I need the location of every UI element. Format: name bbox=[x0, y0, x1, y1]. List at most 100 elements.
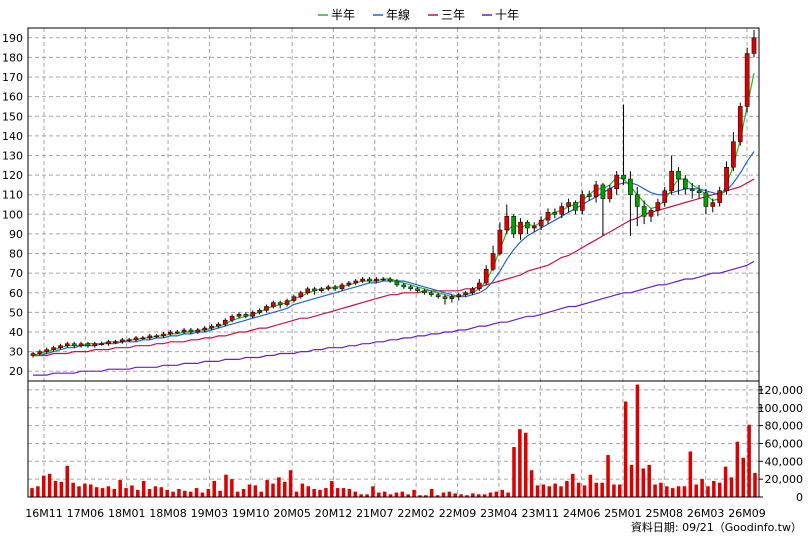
volume-bar bbox=[36, 486, 40, 497]
volume-bar bbox=[241, 488, 246, 497]
candle-body bbox=[277, 302, 283, 305]
candle-body bbox=[147, 335, 153, 339]
volume-bar bbox=[100, 488, 105, 497]
volume-bar bbox=[77, 486, 81, 497]
ma-line-ma-10y bbox=[33, 260, 755, 376]
volume-bar bbox=[729, 477, 734, 497]
volume-bar bbox=[594, 482, 599, 497]
ma-line-ma-3y bbox=[33, 178, 755, 357]
candle-body bbox=[477, 282, 482, 290]
volume-bar bbox=[194, 488, 199, 497]
candle-body bbox=[648, 210, 654, 217]
x-tick-label: 19M10 bbox=[232, 507, 270, 520]
x-tick-label: 23M04 bbox=[480, 507, 518, 520]
volume-bar bbox=[712, 480, 716, 497]
ma-line-ma-year bbox=[33, 151, 755, 357]
candle-body bbox=[346, 282, 352, 286]
volume-bar bbox=[488, 492, 493, 497]
candle-body bbox=[470, 288, 475, 294]
candle-body bbox=[188, 329, 194, 333]
candle-body bbox=[676, 170, 681, 180]
volume-bar bbox=[188, 491, 193, 497]
volume-bar bbox=[235, 491, 240, 497]
price-tick-label: 20 bbox=[9, 365, 23, 378]
candle-body bbox=[593, 184, 599, 197]
volume-bar bbox=[347, 488, 352, 497]
candle-body bbox=[380, 278, 386, 281]
candle-body bbox=[85, 343, 91, 346]
volume-bar bbox=[576, 482, 581, 497]
volume-tick-label: 40,000 bbox=[765, 455, 804, 468]
volume-bar bbox=[700, 479, 704, 497]
volume-tick-label: 120,000 bbox=[758, 384, 804, 397]
volume-bar bbox=[500, 489, 505, 497]
volume-bar bbox=[512, 447, 516, 497]
candle-body bbox=[552, 212, 558, 215]
candle-body bbox=[422, 290, 427, 293]
legend-label: 半年 bbox=[331, 8, 355, 22]
volume-bar bbox=[165, 489, 169, 497]
candle-body bbox=[298, 292, 304, 297]
candle-body bbox=[236, 314, 242, 317]
price-gridlines bbox=[28, 28, 759, 497]
candle-body bbox=[717, 190, 722, 203]
price-tick-label: 80 bbox=[9, 248, 23, 261]
volume-bar bbox=[676, 486, 681, 497]
volume-bar bbox=[159, 487, 164, 497]
price-tick-label: 160 bbox=[2, 91, 23, 104]
candle-body bbox=[58, 345, 63, 348]
volume-tick-label: 80,000 bbox=[765, 420, 804, 433]
price-tick-label: 100 bbox=[2, 208, 23, 221]
volume-bar bbox=[94, 487, 99, 497]
volume-bar bbox=[253, 485, 258, 497]
volume-bar bbox=[647, 464, 651, 497]
volume-bar bbox=[606, 455, 610, 497]
volume-bar bbox=[53, 480, 58, 497]
volume-bar bbox=[412, 489, 416, 497]
price-tick-label: 190 bbox=[2, 32, 23, 45]
volume-bar bbox=[112, 488, 117, 497]
candle-body bbox=[154, 335, 159, 338]
volume-bar bbox=[523, 432, 528, 497]
candle-body bbox=[133, 337, 139, 341]
candle-body bbox=[65, 343, 70, 346]
candle-body bbox=[744, 53, 750, 107]
candle-body bbox=[724, 166, 729, 192]
volume-bar bbox=[265, 480, 269, 497]
candle-body bbox=[374, 278, 379, 282]
volume-bar bbox=[518, 429, 522, 497]
volume-bar bbox=[300, 483, 305, 497]
candle-body bbox=[319, 288, 324, 292]
candle-body bbox=[669, 170, 674, 192]
price-tick-label: 70 bbox=[9, 267, 23, 280]
volume-bar bbox=[206, 488, 211, 497]
volume-tick-label: 20,000 bbox=[765, 473, 804, 486]
volume-bar bbox=[359, 494, 363, 497]
candle-body bbox=[202, 327, 207, 331]
candle-body bbox=[518, 221, 523, 235]
volume-bar bbox=[341, 488, 346, 497]
volume-bar bbox=[153, 486, 158, 497]
volume-bar bbox=[435, 495, 440, 497]
volume-bar bbox=[494, 491, 499, 497]
volume-bar bbox=[106, 486, 111, 497]
volume-bar bbox=[688, 451, 693, 497]
volume-bar bbox=[394, 492, 399, 497]
volume-bar bbox=[529, 470, 534, 497]
candle-body bbox=[161, 333, 166, 337]
candle-body bbox=[428, 292, 434, 295]
volume-bar bbox=[230, 479, 234, 497]
candle-body bbox=[360, 278, 365, 282]
volume-bar bbox=[47, 473, 52, 497]
candle-body bbox=[566, 202, 571, 207]
candle-body bbox=[662, 190, 668, 203]
volume-bars bbox=[30, 384, 757, 497]
volume-bar bbox=[136, 489, 140, 497]
candle-body bbox=[641, 206, 647, 217]
x-tick-label: 22M09 bbox=[439, 507, 477, 520]
volume-bar bbox=[406, 494, 410, 497]
volume-bar bbox=[353, 491, 358, 497]
volume-bar bbox=[83, 483, 87, 497]
candle-body bbox=[463, 292, 468, 295]
candle-body bbox=[181, 329, 187, 333]
